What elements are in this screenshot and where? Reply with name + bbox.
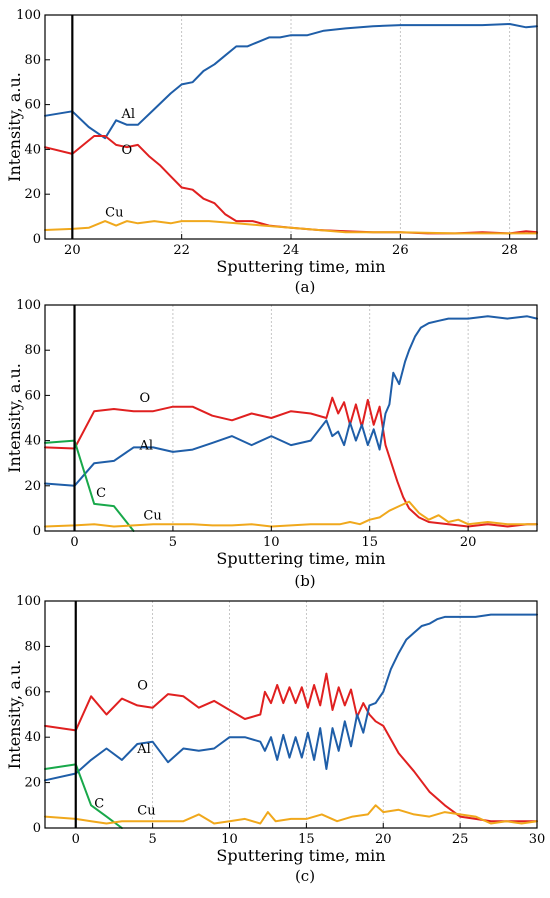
panel-label: (c) — [295, 867, 315, 885]
x-tick-label: 28 — [501, 243, 518, 258]
series-label-o: O — [122, 143, 133, 158]
chart-panel-b: O Al C Cu 0 5 10 15 20 0 20 40 60 80 100 Sputtering tim… — [5, 298, 538, 590]
series-line-c — [44, 763, 123, 829]
panel-label: (a) — [295, 278, 316, 296]
y-tick-label: 100 — [16, 594, 41, 609]
x-tick-label: 0 — [72, 832, 80, 847]
series-label-o: O — [139, 391, 150, 406]
x-tick-label: 25 — [452, 832, 469, 847]
series-label-al: Al — [136, 742, 151, 757]
y-tick-label: 20 — [24, 479, 41, 494]
series-line-cu — [44, 220, 538, 235]
plot-frame — [44, 304, 538, 532]
series-label-cu: Cu — [105, 206, 123, 221]
x-tick-label: 15 — [298, 832, 315, 847]
y-tick-label: 40 — [24, 434, 41, 449]
y-tick-label: 60 — [24, 388, 41, 403]
y-tick-label: 60 — [24, 98, 41, 113]
y-tick-label: 20 — [24, 776, 41, 791]
x-tick-label: 20 — [375, 832, 392, 847]
x-tick-label: 5 — [148, 832, 156, 847]
x-axis-label: Sputtering time, min — [216, 846, 385, 865]
y-tick-label: 60 — [24, 685, 41, 700]
x-tick-label: 10 — [263, 535, 280, 550]
y-tick-label: 40 — [24, 730, 41, 745]
x-tick-label: 24 — [283, 243, 300, 258]
panel-label: (b) — [294, 572, 315, 590]
series-line-o — [44, 396, 538, 528]
y-tick-label: 0 — [33, 232, 41, 247]
series-label-c: C — [94, 797, 104, 812]
series-line-o — [44, 672, 538, 823]
y-tick-label: 100 — [16, 8, 41, 23]
x-tick-label: 5 — [169, 535, 177, 550]
y-tick-label: 80 — [24, 639, 41, 654]
x-tick-label: 0 — [70, 535, 78, 550]
chart-panel-a: Al O Cu 20 22 24 26 28 0 20 40 60 80 100 Sputtering ti… — [5, 8, 538, 296]
series-label-o: O — [137, 679, 148, 694]
x-axis-label: Sputtering time, min — [216, 549, 385, 568]
y-tick-label: 20 — [24, 187, 41, 202]
x-tick-label: 20 — [460, 535, 477, 550]
x-tick-label: 10 — [221, 832, 238, 847]
series-line-al — [44, 613, 538, 782]
series-label-cu: Cu — [143, 509, 161, 524]
series-line-cu — [44, 804, 538, 825]
series-label-c: C — [96, 486, 106, 501]
series-label-al: Al — [121, 107, 136, 122]
y-tick-label: 0 — [33, 524, 41, 539]
series-line-c — [44, 439, 135, 532]
y-axis-label: Intensity, a.u. — [5, 363, 24, 473]
x-tick-label: 20 — [64, 243, 81, 258]
y-tick-label: 0 — [33, 821, 41, 836]
chart-panel-c: O Al C Cu 0 5 10 15 20 25 30 0 20 40 60 80 100 Sputtering… — [5, 594, 545, 885]
series-line-cu — [44, 500, 538, 528]
x-tick-label: 30 — [529, 832, 546, 847]
y-tick-label: 80 — [24, 53, 41, 68]
y-tick-label: 80 — [24, 343, 41, 358]
series-line-al — [44, 315, 538, 487]
x-tick-label: 22 — [173, 243, 190, 258]
y-tick-label: 100 — [16, 298, 41, 313]
series-label-cu: Cu — [137, 803, 155, 818]
y-axis-label: Intensity, a.u. — [5, 72, 24, 182]
y-tick-label: 40 — [24, 142, 41, 157]
x-tick-label: 26 — [392, 243, 409, 258]
series-line-al — [44, 23, 538, 140]
plot-frame — [44, 600, 538, 829]
x-axis-label: Sputtering time, min — [216, 257, 385, 276]
series-label-al: Al — [138, 439, 153, 454]
x-tick-label: 15 — [361, 535, 378, 550]
y-axis-label: Intensity, a.u. — [5, 660, 24, 770]
